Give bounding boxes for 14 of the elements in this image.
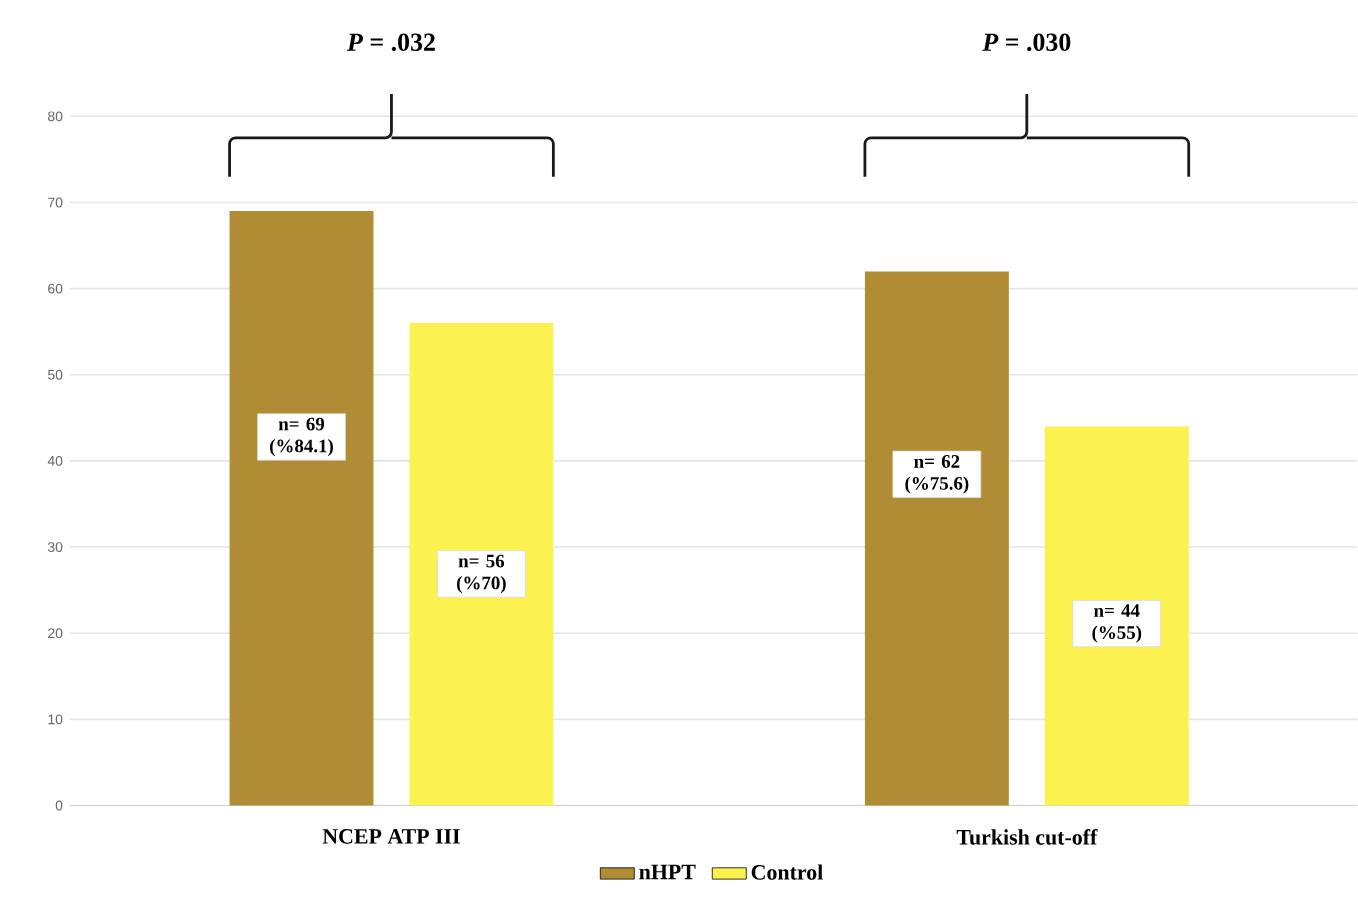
x-tick-label: Turkish cut-off [956, 829, 1098, 846]
x-tick-label: NCEP ATP III [322, 829, 460, 845]
legend-label: nHPT [639, 865, 696, 880]
legend-label: Control [751, 864, 823, 881]
data-label: n= 56 (%70) [457, 554, 506, 594]
data-label: n= 69 (%84.1) [270, 418, 333, 457]
text: P = .032 [346, 33, 435, 52]
bar [409, 323, 554, 806]
text: P = .030 [982, 33, 1071, 52]
data-label: n= 44 (%55) [1092, 604, 1142, 644]
bar [1044, 426, 1189, 806]
data-label: n= 62 (%75.6) [905, 455, 969, 494]
bar [864, 271, 1009, 806]
bar [229, 211, 374, 806]
